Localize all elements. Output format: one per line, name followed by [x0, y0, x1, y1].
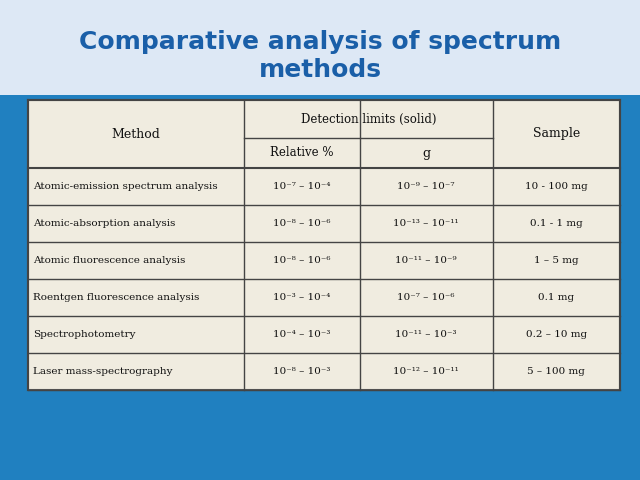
FancyBboxPatch shape [0, 0, 640, 95]
Text: 10⁻⁷ – 10⁻⁴: 10⁻⁷ – 10⁻⁴ [273, 182, 330, 191]
Text: 5 – 100 mg: 5 – 100 mg [527, 367, 586, 376]
Text: Atomic-absorption analysis: Atomic-absorption analysis [33, 219, 175, 228]
Text: 10⁻⁸ – 10⁻⁶: 10⁻⁸ – 10⁻⁶ [273, 256, 330, 265]
Text: methods: methods [259, 58, 381, 82]
Text: Spectrophotometry: Spectrophotometry [33, 330, 136, 339]
Text: Comparative analysis of spectrum: Comparative analysis of spectrum [79, 30, 561, 54]
Text: Atomic-emission spectrum analysis: Atomic-emission spectrum analysis [33, 182, 218, 191]
Text: Roentgen fluorescence analysis: Roentgen fluorescence analysis [33, 293, 200, 302]
Text: Method: Method [111, 128, 161, 141]
Text: Sample: Sample [532, 128, 580, 141]
Text: Detection limits (solid): Detection limits (solid) [301, 112, 436, 125]
Text: 10⁻¹² – 10⁻¹¹: 10⁻¹² – 10⁻¹¹ [393, 367, 459, 376]
Text: 10 - 100 mg: 10 - 100 mg [525, 182, 588, 191]
Text: 10⁻⁹ – 10⁻⁷: 10⁻⁹ – 10⁻⁷ [397, 182, 455, 191]
Text: 1 – 5 mg: 1 – 5 mg [534, 256, 579, 265]
Text: g: g [422, 146, 430, 159]
Text: Atomic fluorescence analysis: Atomic fluorescence analysis [33, 256, 186, 265]
Text: 0.1 mg: 0.1 mg [538, 293, 575, 302]
Text: 10⁻¹³ – 10⁻¹¹: 10⁻¹³ – 10⁻¹¹ [394, 219, 459, 228]
Text: 10⁻⁸ – 10⁻³: 10⁻⁸ – 10⁻³ [273, 367, 330, 376]
Text: 0.2 – 10 mg: 0.2 – 10 mg [526, 330, 587, 339]
Text: 10⁻¹¹ – 10⁻⁹: 10⁻¹¹ – 10⁻⁹ [396, 256, 457, 265]
Text: Relative %: Relative % [270, 146, 333, 159]
Text: 10⁻⁸ – 10⁻⁶: 10⁻⁸ – 10⁻⁶ [273, 219, 330, 228]
Text: 10⁻⁷ – 10⁻⁶: 10⁻⁷ – 10⁻⁶ [397, 293, 455, 302]
Text: 0.1 - 1 mg: 0.1 - 1 mg [530, 219, 583, 228]
Text: 10⁻⁴ – 10⁻³: 10⁻⁴ – 10⁻³ [273, 330, 330, 339]
Text: Laser mass-spectrography: Laser mass-spectrography [33, 367, 173, 376]
Text: 10⁻¹¹ – 10⁻³: 10⁻¹¹ – 10⁻³ [396, 330, 457, 339]
FancyBboxPatch shape [28, 100, 620, 390]
Text: 10⁻³ – 10⁻⁴: 10⁻³ – 10⁻⁴ [273, 293, 330, 302]
